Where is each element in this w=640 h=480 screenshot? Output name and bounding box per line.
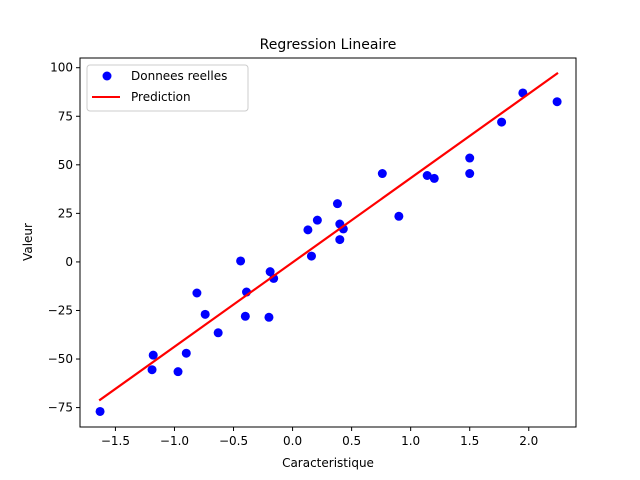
data-point-10 bbox=[240, 311, 250, 321]
data-point-18 bbox=[332, 199, 342, 209]
data-point-6 bbox=[192, 288, 202, 298]
data-point-4 bbox=[173, 367, 183, 377]
legend-box bbox=[86, 64, 249, 112]
plot-frame bbox=[79, 57, 577, 428]
data-point-27 bbox=[465, 169, 475, 179]
data-point-5 bbox=[181, 348, 191, 358]
y-tick-label: 50 bbox=[58, 158, 73, 172]
data-point-25 bbox=[429, 173, 439, 183]
y-axis-ticks: −75 −50 −25 0 25 50 75 100 bbox=[48, 61, 80, 415]
data-point-22 bbox=[377, 169, 387, 179]
x-tick-label: 2.0 bbox=[519, 434, 538, 448]
y-axis-label: Valeur bbox=[21, 223, 35, 261]
y-tick-label: −75 bbox=[48, 401, 73, 415]
legend: Donnees reelles Prediction bbox=[86, 64, 249, 112]
x-tick-label: 1.5 bbox=[460, 434, 479, 448]
data-point-23 bbox=[394, 211, 404, 221]
data-point-8 bbox=[213, 328, 223, 338]
y-tick-label: −25 bbox=[48, 303, 73, 317]
y-tick-label: 25 bbox=[58, 206, 73, 220]
x-tick-label: 1.0 bbox=[401, 434, 420, 448]
data-point-13 bbox=[265, 267, 275, 277]
x-tick-label: 0.0 bbox=[283, 434, 302, 448]
x-axis-label: Caracteristique bbox=[282, 456, 374, 470]
data-point-12 bbox=[264, 312, 274, 322]
y-tick-label: 75 bbox=[58, 109, 73, 123]
data-point-30 bbox=[552, 97, 562, 107]
y-tick-label: 0 bbox=[65, 255, 73, 269]
data-point-2 bbox=[148, 350, 158, 360]
x-tick-label: −0.5 bbox=[219, 434, 248, 448]
data-point-7 bbox=[200, 309, 210, 319]
data-point-15 bbox=[303, 225, 313, 235]
data-point-3 bbox=[147, 365, 157, 375]
y-tick-label: −50 bbox=[48, 352, 73, 366]
chart-title: Regression Lineaire bbox=[260, 37, 397, 53]
x-tick-label: 0.5 bbox=[342, 434, 361, 448]
x-tick-label: −1.0 bbox=[160, 434, 189, 448]
data-point-9 bbox=[236, 256, 246, 266]
y-tick-label: 100 bbox=[50, 61, 73, 75]
data-point-24 bbox=[422, 170, 432, 180]
plot-series bbox=[95, 72, 562, 416]
legend-marker-scatter bbox=[102, 71, 112, 81]
data-point-17 bbox=[312, 215, 322, 225]
data-point-20 bbox=[335, 235, 345, 245]
x-axis-ticks: −1.5 −1.0 −0.5 0.0 0.5 1.0 1.5 2.0 bbox=[101, 427, 538, 448]
prediction-line bbox=[98, 72, 559, 402]
data-point-1 bbox=[95, 406, 105, 416]
data-point-28 bbox=[497, 117, 507, 127]
data-point-26 bbox=[465, 153, 475, 163]
legend-label-data: Donnees reelles bbox=[131, 69, 227, 83]
legend-label-prediction: Prediction bbox=[131, 90, 191, 104]
data-point-16 bbox=[306, 251, 316, 261]
x-tick-label: −1.5 bbox=[101, 434, 130, 448]
